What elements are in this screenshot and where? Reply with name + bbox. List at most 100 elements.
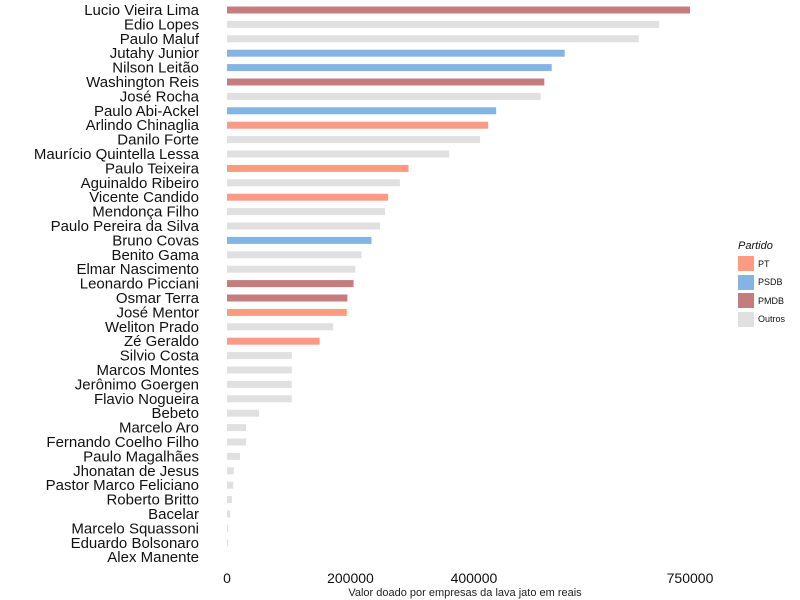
bar bbox=[227, 78, 545, 86]
category-label: Washington Reis bbox=[86, 74, 199, 91]
legend-swatch bbox=[738, 311, 754, 327]
bars-group bbox=[227, 6, 690, 547]
category-label: Nilson Leitão bbox=[112, 60, 199, 77]
bar bbox=[227, 92, 541, 100]
category-label: José Mentor bbox=[116, 304, 199, 321]
category-label: José Rocha bbox=[120, 88, 200, 105]
category-label: Arlindo Chinaglia bbox=[86, 117, 200, 134]
category-label: Vicente Candido bbox=[89, 189, 199, 206]
category-label: Marcos Montes bbox=[96, 362, 199, 379]
legend-label: PMDB bbox=[758, 295, 785, 306]
bar bbox=[227, 20, 660, 28]
category-label: Eduardo Bolsonaro bbox=[71, 535, 199, 552]
category-label: Paulo Teixeira bbox=[105, 160, 200, 177]
bar bbox=[227, 337, 320, 345]
category-label: Silvio Costa bbox=[120, 348, 200, 365]
category-label: Bebeto bbox=[151, 405, 199, 422]
category-label: Marcelo Squassoni bbox=[71, 520, 199, 537]
bar bbox=[227, 222, 381, 230]
x-tick-label: 400000 bbox=[451, 570, 498, 586]
bar bbox=[227, 380, 292, 388]
category-label: Aguinaldo Ribeiro bbox=[81, 175, 199, 192]
x-tick-label: 0 bbox=[223, 570, 231, 586]
category-label: Edio Lopes bbox=[124, 16, 199, 33]
bar bbox=[227, 524, 229, 532]
category-label: Roberto Britto bbox=[106, 492, 199, 509]
bar bbox=[227, 49, 565, 57]
category-label: Bacelar bbox=[148, 506, 199, 523]
category-label: Flavio Nogueira bbox=[94, 391, 200, 408]
bar bbox=[227, 179, 400, 187]
category-label: Jerônimo Goergen bbox=[75, 376, 199, 393]
category-label: Fernando Coelho Filho bbox=[46, 434, 199, 451]
legend-item: PSDB bbox=[738, 274, 798, 291]
category-label: Jhonatan de Jesus bbox=[73, 463, 199, 480]
bar bbox=[227, 539, 229, 547]
category-label: Paulo Pereira da Silva bbox=[51, 218, 200, 235]
bar bbox=[227, 265, 356, 273]
bar bbox=[227, 452, 240, 460]
legend-title: Partido bbox=[738, 240, 773, 252]
category-label: Marcelo Aro bbox=[119, 420, 199, 437]
bar bbox=[227, 510, 231, 518]
legend-item: PMDB bbox=[738, 292, 798, 309]
category-label: Paulo Abi-Ackel bbox=[94, 103, 199, 120]
legend-label: Outros bbox=[758, 314, 786, 324]
bar bbox=[227, 280, 354, 288]
bar bbox=[227, 164, 409, 172]
legend-items: PT PSDB PMDB Outros bbox=[738, 255, 798, 328]
bar bbox=[227, 121, 489, 129]
bar bbox=[227, 236, 372, 244]
bar bbox=[227, 467, 234, 475]
bar bbox=[227, 64, 552, 72]
x-tick-labels-group: 0 200000 400000 750000 bbox=[223, 570, 713, 586]
bar bbox=[227, 323, 334, 331]
legend-label: PT bbox=[758, 258, 770, 269]
bar bbox=[227, 107, 497, 115]
category-label: Danilo Forte bbox=[117, 132, 199, 149]
legend-item: PT bbox=[738, 255, 798, 272]
legend: Partido PT PSDB PMDB Outros bbox=[738, 240, 798, 329]
category-label: Leonardo Picciani bbox=[80, 276, 199, 293]
legend-swatch bbox=[738, 256, 754, 271]
category-label: Pastor Marco Feliciano bbox=[46, 477, 199, 494]
x-tick-label: 200000 bbox=[327, 570, 374, 586]
category-label: Paulo Maluf bbox=[120, 31, 200, 48]
bar bbox=[227, 481, 234, 489]
category-label: Bruno Covas bbox=[112, 232, 199, 249]
x-axis-title: Valor doado por empresas da lava jato em… bbox=[348, 587, 582, 599]
bar bbox=[227, 208, 386, 216]
bar bbox=[227, 294, 348, 302]
category-label: Jutahy Junior bbox=[110, 45, 199, 62]
bar bbox=[227, 251, 362, 259]
category-label: Paulo Magalhães bbox=[83, 448, 199, 465]
legend-item: Outros bbox=[738, 311, 798, 328]
bar bbox=[227, 424, 247, 432]
category-label: Benito Gama bbox=[111, 247, 199, 264]
x-tick-label: 750000 bbox=[667, 570, 714, 586]
bar bbox=[227, 366, 292, 374]
category-label: Maurício Quintella Lessa bbox=[34, 146, 200, 163]
bar bbox=[227, 308, 347, 316]
category-label: Osmar Terra bbox=[116, 290, 200, 307]
bar bbox=[227, 438, 247, 446]
bar bbox=[227, 409, 260, 417]
legend-label: PSDB bbox=[758, 277, 783, 287]
category-label: Zé Geraldo bbox=[124, 333, 199, 350]
category-label: Weliton Prado bbox=[105, 319, 199, 336]
category-label: Elmar Nascimento bbox=[76, 261, 199, 278]
category-label: Alex Manente bbox=[107, 549, 199, 566]
category-label: Mendonça Filho bbox=[92, 204, 199, 221]
bar bbox=[227, 35, 639, 43]
category-label: Lucio Vieira Lima bbox=[84, 2, 199, 19]
legend-swatch bbox=[738, 274, 754, 290]
bar bbox=[227, 193, 389, 201]
bar bbox=[227, 6, 690, 14]
legend-swatch bbox=[738, 293, 754, 308]
bar bbox=[227, 150, 450, 158]
bar bbox=[227, 496, 232, 504]
bar bbox=[227, 136, 481, 144]
bar bbox=[227, 395, 292, 403]
